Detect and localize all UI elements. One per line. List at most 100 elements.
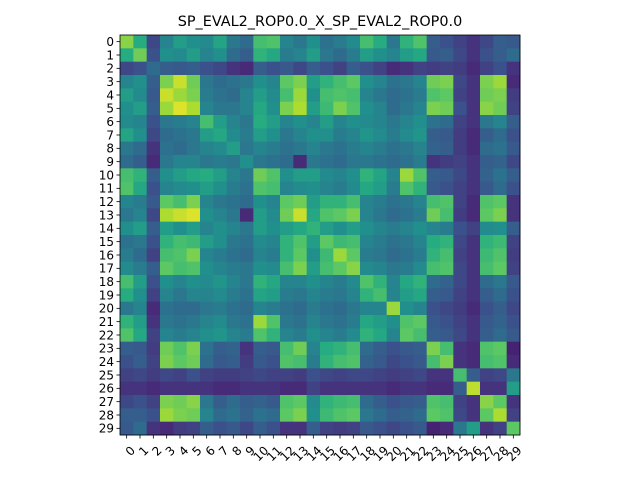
heatmap-cell [386,168,401,183]
heatmap-cell [253,208,268,223]
heatmap-cell [186,115,201,129]
heatmap-cell [186,155,201,169]
heatmap-cell [440,48,454,63]
heatmap-cell [306,48,321,63]
y-tick-label: 19 [99,288,114,302]
heatmap-cell [213,48,228,63]
heatmap-cell [373,421,388,436]
heatmap-cell [400,195,414,209]
heatmap-cell [306,88,321,103]
heatmap-cell [426,155,441,169]
heatmap-cell [480,48,494,63]
heatmap-cell [146,355,161,369]
heatmap-cell [146,248,161,263]
heatmap-cell [186,381,201,396]
heatmap-cell [160,101,174,116]
heatmap-cell [173,101,188,116]
heatmap-cell [226,221,241,236]
heatmap-cell [426,195,441,209]
heatmap-cell [226,155,241,169]
heatmap-cell [493,128,508,143]
heatmap-cell [360,141,374,156]
heatmap-cell [333,368,348,383]
heatmap-cell [173,168,188,183]
heatmap-cell [413,61,428,76]
heatmap-cell [493,75,508,89]
heatmap-cell [373,355,388,369]
heatmap-cell [226,35,241,49]
heatmap-cell [293,75,308,89]
heatmap-cell [213,275,228,289]
heatmap-cell [506,208,521,223]
heatmap-cell [266,155,281,169]
heatmap-cell [333,421,348,436]
heatmap-cell [493,341,508,356]
heatmap-cell [173,115,188,129]
heatmap-cell [373,301,388,316]
heatmap-cell [320,75,334,89]
heatmap-cell [280,368,294,383]
heatmap-cell [213,301,228,316]
heatmap-cell [346,61,361,76]
heatmap-cell [120,408,134,423]
heatmap-cell [226,315,241,329]
heatmap-cell [360,235,374,249]
heatmap-cell [346,235,361,249]
heatmap-cell [506,168,521,183]
heatmap-cell [253,181,268,196]
chart-title: SP_EVAL2_ROP0.0_X_SP_EVAL2_ROP0.0 [178,14,463,30]
heatmap-cell [293,221,308,236]
heatmap-cell [306,101,321,116]
heatmap-cell [346,315,361,329]
heatmap-cell [146,128,161,143]
heatmap-cell [186,61,201,76]
heatmap-cell [466,328,481,343]
heatmap-cell [173,88,188,103]
heatmap-cell [226,395,241,409]
heatmap-cell [293,421,308,436]
heatmap-cell [186,101,201,116]
heatmap-cell [226,275,241,289]
heatmap-cell [453,235,468,249]
heatmap-cell [320,408,334,423]
heatmap-cell [400,368,414,383]
heatmap-cell [253,275,268,289]
heatmap-cell [453,88,468,103]
heatmap-cell [306,368,321,383]
heatmap-cell [413,355,428,369]
heatmap-cell [493,381,508,396]
heatmap-cell [120,208,134,223]
heatmap-cell [413,315,428,329]
heatmap-cell [120,61,134,76]
heatmap-cell [173,355,188,369]
heatmap-cell [213,208,228,223]
heatmap-cell [120,35,134,49]
heatmap-cell [333,248,348,263]
heatmap-cell [373,35,388,49]
heatmap-cell [413,408,428,423]
heatmap-cell [133,75,148,89]
heatmap-cell [480,408,494,423]
heatmap-cell [466,195,481,209]
heatmap-cell [440,275,454,289]
heatmap-cell [400,421,414,436]
heatmap-cell [413,381,428,396]
heatmap-cell [373,128,388,143]
heatmap-cell [306,275,321,289]
heatmap-cell [266,261,281,276]
heatmap-cell [453,61,468,76]
heatmap-cell [306,168,321,183]
heatmap-cell [240,288,254,303]
heatmap-cell [453,275,468,289]
heatmap-cell [333,261,348,276]
heatmap-cell [506,421,521,436]
heatmap-cell [440,248,454,263]
heatmap-cell [360,75,374,89]
x-tick-label: 29 [504,443,525,464]
heatmap-cell [320,141,334,156]
heatmap-cell [360,341,374,356]
heatmap-cell [280,35,294,49]
heatmap-cell [266,421,281,436]
heatmap-cell [293,381,308,396]
heatmap-cell [493,48,508,63]
